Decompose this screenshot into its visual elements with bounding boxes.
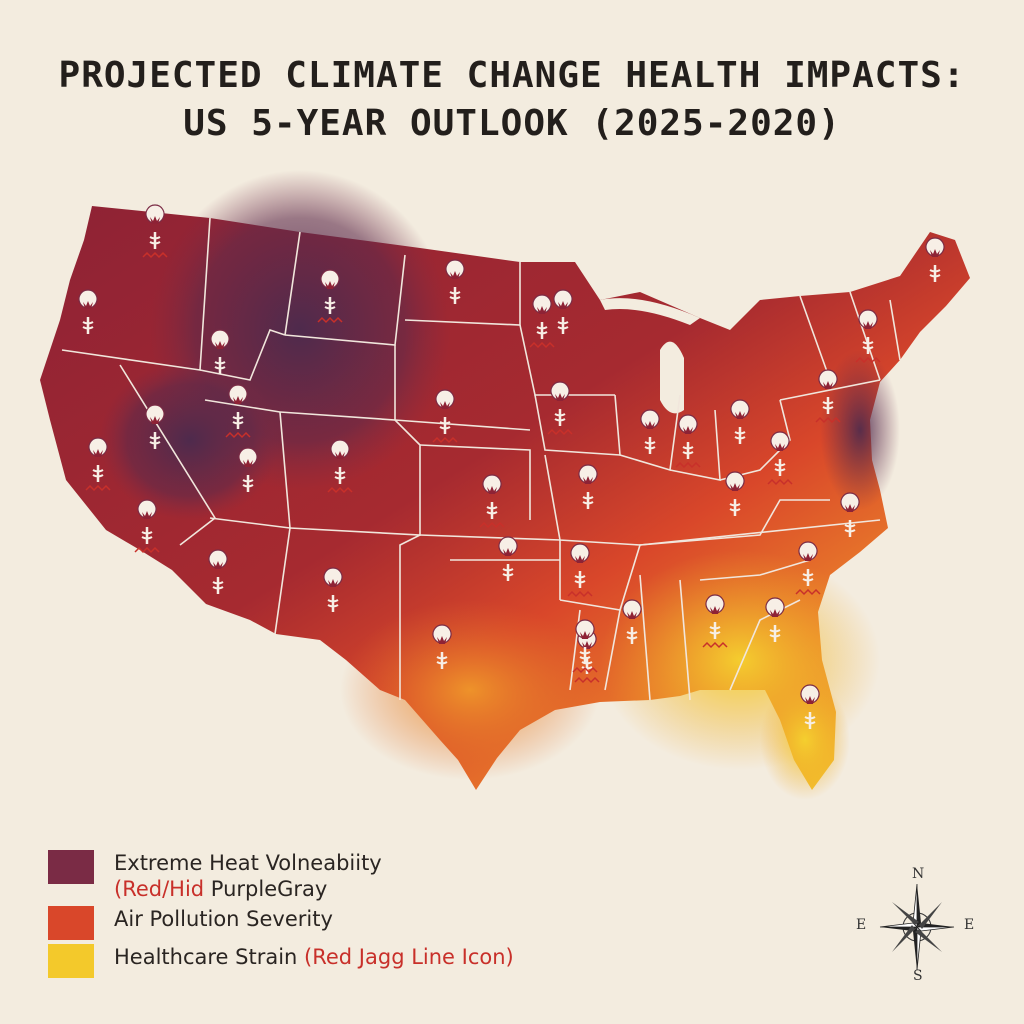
map-title: PROJECTED CLIMATE CHANGE HEALTH IMPACTS:… [0,52,1024,148]
healthcare-strain-jagged-line-icon [795,588,821,596]
healthcare-strain-jagged-line-icon [317,316,343,324]
legend-swatch-air-pollution [48,906,94,940]
compass-star-icon [879,883,955,971]
lake-michigan [660,341,684,414]
heat-vulnerability-zone-east [820,350,900,510]
healthcare-strain-jagged-line-icon [225,431,251,439]
state-borders [61,217,901,701]
legend-label-heat: Extreme Heat Volneabiity [114,851,382,875]
compass-n: N [912,866,925,882]
healthcare-strain-jagged-line-icon [675,461,701,469]
healthcare-strain-jagged-line-icon [567,590,593,598]
legend-label-air-pollution: Air Pollution Severity [114,907,333,931]
legend-item-heat: Extreme Heat Volneabiity (Red/Hid Purple… [48,850,382,902]
healthcare-strain-jagged-line-icon [327,486,353,494]
compass-w: E [856,917,867,933]
legend-swatch-heat [48,850,94,884]
healthcare-strain-zone-florida [760,680,850,800]
healthcare-strain-jagged-line-icon [815,416,841,424]
healthcare-strain-jagged-line-icon [142,251,168,259]
healthcare-markers [77,203,946,731]
healthcare-strain-jagged-line-icon [572,666,598,674]
legend-item-healthcare: Healthcare Strain (Red Jagg Line Icon) [48,944,514,978]
healthcare-strain-jagged-line-icon [574,676,600,684]
healthcare-strain-jagged-line-icon [702,641,728,649]
map-title-line-1: PROJECTED CLIMATE CHANGE HEALTH IMPACTS: [58,55,966,96]
healthcare-strain-jagged-line-icon [85,484,111,492]
compass-rose: N S E E [856,866,975,984]
healthcare-strain-jagged-line-icon [134,546,160,554]
compass-s: S [913,968,923,984]
healthcare-strain-jagged-line-icon [767,478,793,486]
healthcare-strain-jagged-line-icon [432,436,458,444]
legend-label-healthcare: Healthcare Strain (Red Jagg Line Icon) [114,945,514,969]
healthcare-strain-jagged-line-icon [855,356,881,364]
lake-superior [600,298,700,325]
healthcare-strain-jagged-line-icon [529,341,555,349]
air-pollution-zone-texas [340,600,600,780]
us-landmass [40,170,970,800]
legend-item-air-pollution: Air Pollution Severity [48,906,333,940]
heat-vulnerability-zone-nevada [100,360,280,520]
healthcare-strain-jagged-line-icon [547,428,573,436]
legend-swatch-healthcare [48,944,94,978]
compass-e: E [964,917,975,933]
legend-label-heat-sub: (Red/Hid PurpleGray [114,877,328,901]
map-title-line-2: US 5-YEAR OUTLOOK (2025-2020) [183,103,841,144]
healthcare-strain-jagged-line-icon [479,521,505,529]
